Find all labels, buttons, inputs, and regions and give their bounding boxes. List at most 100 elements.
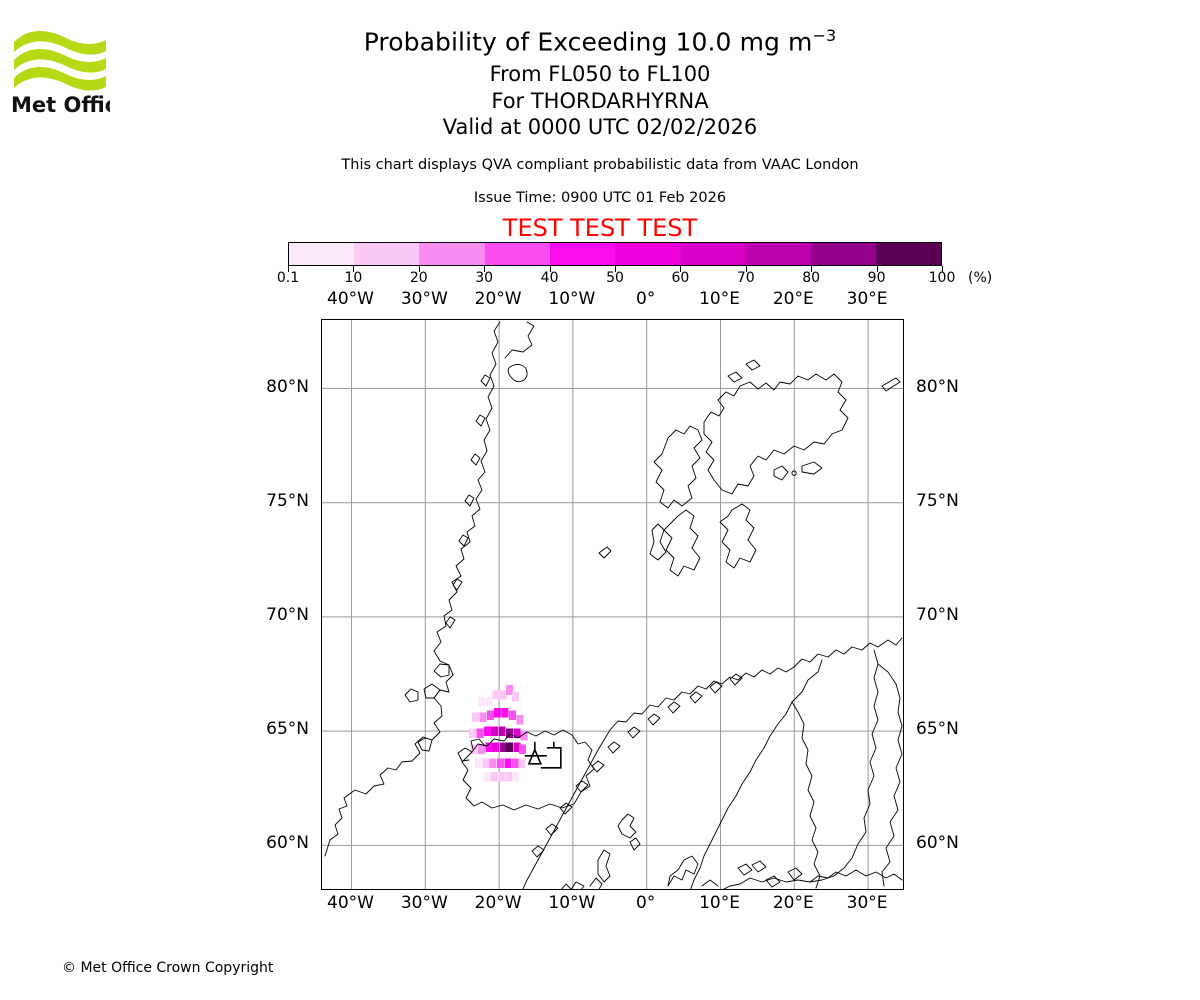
axis-label-lon-bot-40°W: 40°W [327,893,374,913]
probability-cell [491,726,499,736]
colorbar-tick-10 [942,266,943,272]
axis-label-lon-top-0°: 0° [636,289,656,309]
colorbar-tick-label-40: 40 [540,270,559,286]
probability-cell [474,758,482,768]
axis-label-lon-top-20°E: 20°E [772,289,814,309]
colorbar-tick-7 [745,266,747,272]
met-office-logo-graphic: Met Office [11,31,110,115]
probability-cell [471,712,480,723]
colorbar-segment-7 [745,243,811,265]
colorbar-tick-8 [811,266,813,272]
probability-cell [489,758,497,768]
colorbar-segment-6 [680,243,746,265]
probability-cell [513,742,521,752]
axis-label-lat-left-65°N: 65°N [266,719,309,740]
map-graphic [322,320,903,889]
axis-label-lat-left-60°N: 60°N [266,833,309,854]
probability-cell [520,730,528,741]
axis-label-lat-right-60°N: 60°N [916,833,959,854]
probability-cell [513,728,521,739]
colorbar-tick-label-50: 50 [606,270,624,286]
colorbar-tick-label-90: 90 [867,270,886,286]
axis-label-lon-bot-30°E: 30°E [846,893,888,913]
probability-cell [477,744,485,755]
colorbar-tick-label-70: 70 [736,270,755,286]
test-banner: TEST TEST TEST [502,214,698,242]
axis-label-lon-top-20°W: 20°W [474,289,522,309]
colorbar-tick-6 [680,266,682,272]
colorbar-segment-0 [289,243,355,265]
page-title-text: Probability of Exceeding 10.0 mg m [363,27,813,57]
axis-label-lat-right-75°N: 75°N [916,490,959,511]
probability-cell [518,758,526,768]
map-gridlines [322,320,903,889]
axis-label-lat-right-65°N: 65°N [916,719,959,740]
colorbar-segment-8 [810,243,876,265]
colorbar-tick-9 [876,266,878,272]
colorbar-tick-label-80: 80 [802,270,821,286]
colorbar-swatches [288,242,942,266]
probability-cell [477,696,485,707]
met-office-wordmark: Met Office [11,93,110,115]
axis-label-lon-top-10°E: 10°E [699,289,740,309]
qva-compliance-note: This chart displays QVA compliant probab… [341,157,859,173]
probability-cell [492,689,500,700]
colorbar-tick-label-100: 100 [928,270,956,286]
probability-cell [498,726,506,736]
probability-cell [483,726,491,736]
axis-label-lon-top-10°W: 10°W [548,289,596,309]
probability-cell [511,758,519,768]
page-title-exponent: −3 [812,26,837,45]
probability-cell [516,714,524,725]
probability-cell [498,772,506,782]
probability-cell [494,708,502,718]
wave-bands-icon [14,31,106,91]
colorbar-segment-5 [615,243,681,265]
colorbar-tick-label-0.1: 0.1 [276,270,300,286]
axis-label-lon-bot-10°E: 10°E [699,893,740,913]
axis-label-lat-left-80°N: 80°N [266,376,309,397]
valid-time-subtitle: Valid at 0000 UTC 02/02/2026 [442,115,758,139]
axis-label-lon-bot-0°: 0° [636,893,656,913]
probability-cell [482,758,490,768]
colorbar-segment-1 [354,243,420,265]
colorbar-tick-1 [353,266,355,272]
probability-cell [469,728,477,739]
colorbar-tick-5 [615,266,616,272]
ash-probability-field [469,685,528,782]
copyright-footer: © Met Office Crown Copyright [62,960,274,976]
axis-label-lon-bot-30°W: 30°W [400,893,448,913]
axis-label-lat-right-70°N: 70°N [916,604,959,625]
probability-cell [505,772,513,782]
probability-cell [511,692,519,702]
map-plot-area[interactable] [321,319,904,890]
axis-label-lon-bot-10°W: 10°W [548,893,596,913]
colorbar [288,242,942,266]
probability-cell [476,728,484,739]
colorbar-tick-4 [549,266,551,272]
axis-label-lat-left-75°N: 75°N [266,490,309,511]
colorbar-tick-0 [288,266,289,272]
probability-cell [486,710,494,720]
colorbar-segment-9 [875,243,942,265]
axis-label-lat-left-70°N: 70°N [266,604,309,625]
coastlines [324,321,903,889]
colorbar-tick-label-30: 30 [475,270,494,286]
probability-cell [497,758,505,768]
probability-cell [511,772,519,782]
colorbar-segment-3 [484,243,550,265]
probability-cell [491,772,499,782]
probability-cell [485,696,493,707]
colorbar-tick-label-20: 20 [409,270,428,286]
met-office-logo: Met Office [10,20,110,115]
colorbar-segment-2 [419,243,485,265]
probability-cell [479,712,487,723]
volcano-name-subtitle: For THORDARHYRNA [491,89,709,113]
probability-cell [508,710,516,720]
colorbar-tick-2 [418,266,420,272]
probability-cell [505,685,513,695]
probability-cell [500,742,508,752]
probability-cell [485,742,493,752]
probability-cell [504,758,512,768]
colorbar-tick-label-10: 10 [344,270,363,286]
